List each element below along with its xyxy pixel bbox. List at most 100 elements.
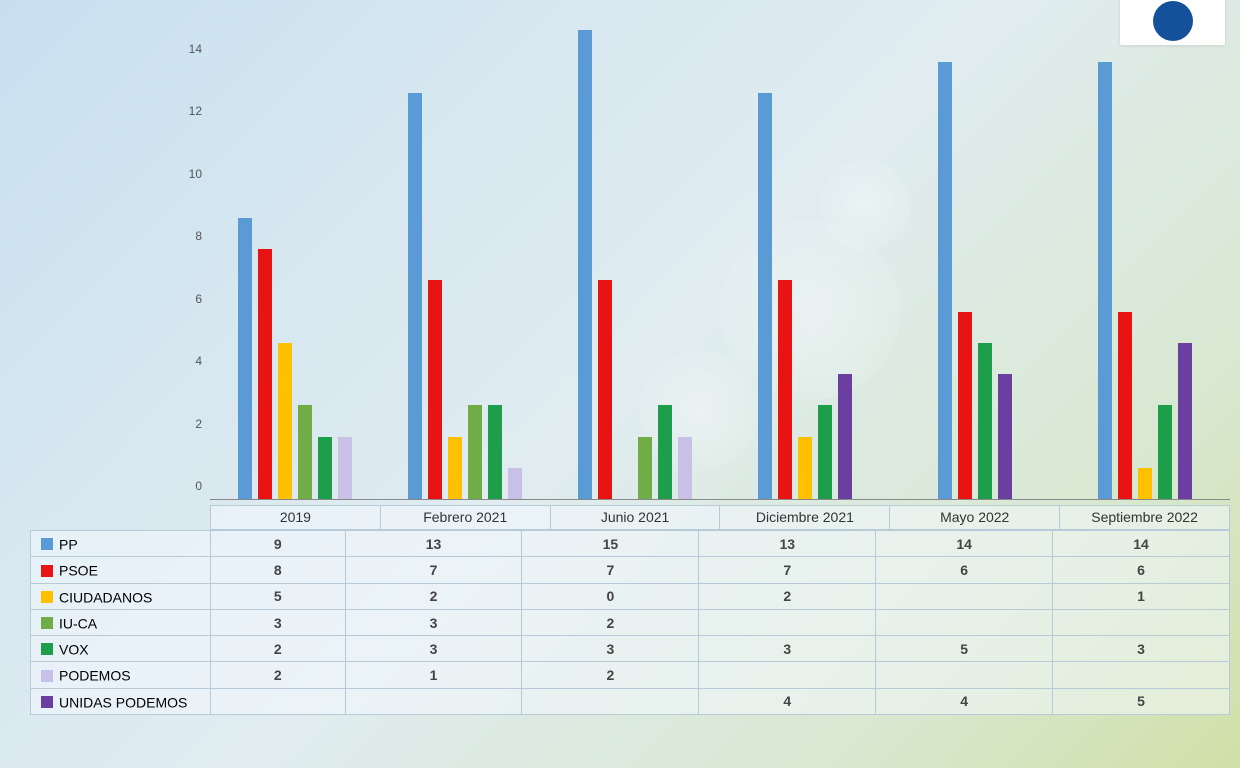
bar <box>1138 468 1152 499</box>
table-row: CIUDADANOS52021 <box>31 583 1230 609</box>
table-cell: 2 <box>345 583 522 609</box>
bar <box>298 405 312 499</box>
x-axis-label: Diciembre 2021 <box>720 505 890 530</box>
legend-swatch <box>41 591 53 603</box>
y-tick-label: 10 <box>189 167 202 181</box>
y-tick-label: 0 <box>195 479 202 493</box>
table-row: UNIDAS PODEMOS445 <box>31 688 1230 714</box>
bar <box>408 93 422 499</box>
table-cell: 6 <box>876 557 1053 583</box>
table-cell: 3 <box>699 636 876 662</box>
table-cell <box>345 688 522 714</box>
legend-label: PP <box>59 536 78 552</box>
y-tick-label: 2 <box>195 417 202 431</box>
bar <box>958 312 972 500</box>
bar <box>598 280 612 499</box>
table-cell <box>699 609 876 635</box>
legend-label: UNIDAS PODEMOS <box>59 694 187 710</box>
bar-group <box>210 0 380 499</box>
x-axis-label: Septiembre 2022 <box>1060 505 1230 530</box>
legend-label: VOX <box>59 641 89 657</box>
table-row: IU-CA332 <box>31 609 1230 635</box>
legend-swatch <box>41 617 53 629</box>
table-row: PODEMOS 212 <box>31 662 1230 688</box>
table-cell: 15 <box>522 531 699 557</box>
table-cell: 3 <box>345 636 522 662</box>
y-tick-label: 8 <box>195 229 202 243</box>
table-cell: 7 <box>699 557 876 583</box>
bar <box>778 280 792 499</box>
legend-swatch <box>41 696 53 708</box>
bar <box>758 93 772 499</box>
bar <box>338 437 352 500</box>
legend-label: PODEMOS <box>59 668 131 684</box>
bar <box>1118 312 1132 500</box>
table-cell: 5 <box>1053 688 1230 714</box>
table-cell: 2 <box>211 662 346 688</box>
x-axis-labels: 2019Febrero 2021Junio 2021Diciembre 2021… <box>210 505 1230 530</box>
table-cell: 1 <box>1053 583 1230 609</box>
party-header: UNIDAS PODEMOS <box>31 688 211 714</box>
bar <box>798 437 812 500</box>
table-cell: 5 <box>211 583 346 609</box>
bar <box>818 405 832 499</box>
legend-swatch <box>41 565 53 577</box>
table-cell: 3 <box>345 609 522 635</box>
bar <box>258 249 272 499</box>
bar <box>448 437 462 500</box>
bar <box>468 405 482 499</box>
table-cell: 3 <box>1053 636 1230 662</box>
bar <box>238 218 252 499</box>
table-cell: 3 <box>211 609 346 635</box>
plot-area <box>210 0 1230 500</box>
table-cell: 14 <box>876 531 1053 557</box>
bar <box>488 405 502 499</box>
table-cell: 13 <box>699 531 876 557</box>
bar <box>428 280 442 499</box>
table-cell <box>699 662 876 688</box>
table-cell: 3 <box>522 636 699 662</box>
y-axis: 02468101214 <box>180 0 210 500</box>
table-cell: 4 <box>699 688 876 714</box>
table-cell <box>211 688 346 714</box>
bar <box>658 405 672 499</box>
bar-group <box>550 0 720 499</box>
table-cell: 4 <box>876 688 1053 714</box>
table-cell: 9 <box>211 531 346 557</box>
table-cell <box>876 662 1053 688</box>
table-cell: 2 <box>522 609 699 635</box>
table-cell <box>876 583 1053 609</box>
party-header: PSOE <box>31 557 211 583</box>
bar-group <box>720 0 890 499</box>
y-tick-label: 6 <box>195 292 202 306</box>
y-tick-label: 4 <box>195 354 202 368</box>
table-row: PP91315131414 <box>31 531 1230 557</box>
table-cell: 2 <box>522 662 699 688</box>
bar <box>1098 62 1112 500</box>
bar <box>508 468 522 499</box>
bar <box>998 374 1012 499</box>
legend-label: PSOE <box>59 563 98 579</box>
legend-label: IU-CA <box>59 615 97 631</box>
bar <box>638 437 652 500</box>
legend-label: CIUDADANOS <box>59 589 152 605</box>
bar-group <box>1060 0 1230 499</box>
table-cell <box>1053 662 1230 688</box>
bar <box>1178 343 1192 499</box>
x-axis-label: Febrero 2021 <box>381 505 551 530</box>
table-cell: 13 <box>345 531 522 557</box>
table-cell: 6 <box>1053 557 1230 583</box>
party-header: VOX <box>31 636 211 662</box>
party-header: PP <box>31 531 211 557</box>
table-cell: 0 <box>522 583 699 609</box>
x-axis-label: Junio 2021 <box>551 505 721 530</box>
bar <box>938 62 952 500</box>
bar <box>978 343 992 499</box>
table-cell <box>876 609 1053 635</box>
table-cell: 7 <box>522 557 699 583</box>
bar-group <box>380 0 550 499</box>
table-cell <box>1053 609 1230 635</box>
legend-swatch <box>41 538 53 550</box>
x-axis-label: Mayo 2022 <box>890 505 1060 530</box>
table-cell: 1 <box>345 662 522 688</box>
